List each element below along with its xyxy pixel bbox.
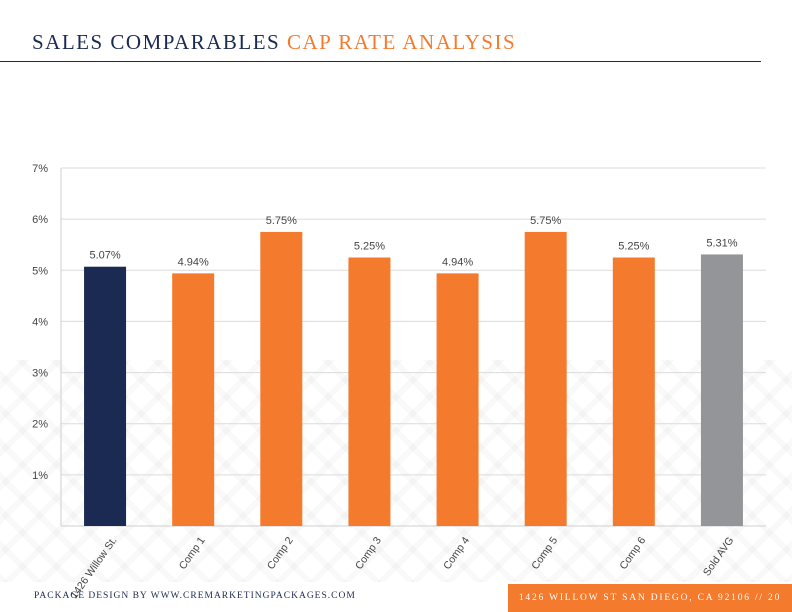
value-label: 5.25% [618,241,649,253]
y-tick-label: 1% [32,470,48,482]
y-tick-label: 3% [32,368,48,380]
y-tick-label: 5% [32,265,48,277]
y-tick-label: 2% [32,419,48,431]
x-tick-label: Sold AVG [701,535,736,579]
bar [84,266,127,526]
value-label: 5.07% [89,250,120,262]
bars [84,231,743,526]
y-tick-label: 7% [32,163,48,175]
bar [172,273,215,526]
x-tick-label: Comp 3 [353,535,384,572]
bar [260,231,303,526]
value-label: 5.31% [706,237,737,249]
x-tick-label: Comp 2 [265,535,296,572]
x-tick-label: Comp 4 [441,535,472,572]
value-label: 5.75% [266,215,297,227]
bar [524,231,567,526]
value-label: 5.25% [354,241,385,253]
footer-address: 1426 WILLOW ST SAN DIEGO, CA 92106 // 20 [518,593,782,603]
footer-credit: PACKAGE DESIGN BY WWW.CREMARKETINGPACKAG… [34,591,356,601]
y-tick-label: 4% [32,316,48,328]
title-divider [0,61,761,62]
axes [60,168,766,527]
gridlines [61,167,766,476]
x-tick-label: Comp 1 [177,535,208,572]
page-title: SALES COMPARABLES CAP RATE ANALYSIS [32,30,516,55]
value-label: 5.75% [530,215,561,227]
footer-address-bar: 1426 WILLOW ST SAN DIEGO, CA 92106 // 20 [508,584,792,612]
title-accent: CAP RATE ANALYSIS [286,30,517,54]
x-tick-label: Comp 5 [529,535,560,572]
bar [612,257,655,526]
bar [700,254,743,526]
x-tick-label: Comp 6 [617,535,648,572]
bar [436,273,479,526]
title-primary: SALES COMPARABLES [32,30,281,54]
value-label: 4.94% [442,256,473,268]
y-tick-label: 6% [32,214,48,226]
value-label: 4.94% [178,256,209,268]
bar [348,257,391,526]
